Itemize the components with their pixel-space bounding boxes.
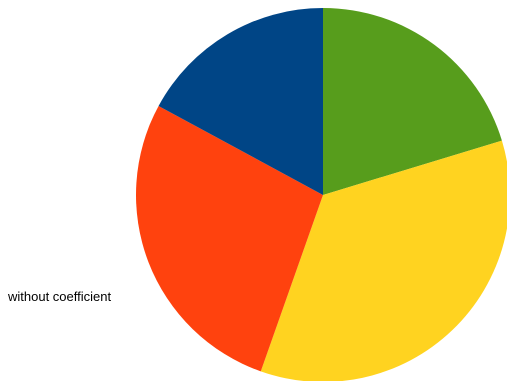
series-label: without coefficient: [8, 289, 112, 304]
pie-slice-2: [260, 140, 507, 381]
pie-slice-1: [323, 8, 502, 195]
pie-slice-3: [135, 105, 323, 372]
pie-slice-4: [158, 8, 323, 195]
pie-slices: [135, 8, 507, 381]
